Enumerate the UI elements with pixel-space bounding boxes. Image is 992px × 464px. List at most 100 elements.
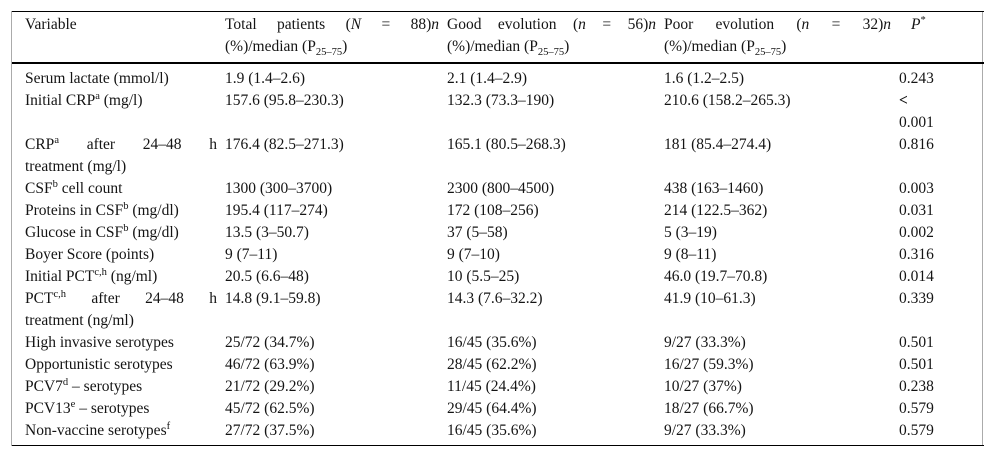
cell-line: 172 (108–256)	[447, 202, 539, 219]
cell-line: Serum lactate (mmol/l)	[25, 70, 169, 87]
cell-line: treatment (mg/l)	[25, 158, 127, 175]
cell-line: PCV7d – serotypes	[25, 376, 143, 395]
cell-line: 0.501	[899, 356, 934, 373]
table-row: Glucose in CSFb (mg/dl) 13.5 (3–50.7) 37 (…	[12, 222, 984, 244]
cell-line: 9/27 (33.3%)	[664, 422, 746, 439]
cell-poor-evolution: 210.6 (158.2–265.3)	[664, 90, 899, 134]
cell-good-evolution: 132.3 (73.3–190)	[447, 90, 664, 134]
cell-line: 14.8 (9.1–59.8)	[225, 290, 321, 307]
table-row: Non-vaccine serotypesf 27/72 (37.5%) 16/45…	[12, 420, 984, 446]
cell-variable: Initial PCTc,h (ng/ml)	[12, 266, 225, 288]
cell-line: 46.0 (19.7–70.8)	[664, 268, 768, 285]
cell-poor-evolution: 46.0 (19.7–70.8)	[664, 266, 899, 288]
cell-total-patients: 46/72 (63.9%)	[225, 354, 447, 376]
cell-line: CSFb cell count	[25, 178, 123, 197]
cell-line: 132.3 (73.3–190)	[447, 92, 555, 109]
cell-line: Total patients (N = 88)n	[225, 16, 439, 33]
cell-good-evolution: 9 (7–10)	[447, 244, 664, 266]
cell-good-evolution: 16/45 (35.6%)	[447, 332, 664, 354]
cell-line: 45/72 (62.5%)	[225, 400, 315, 417]
cell-line: 41.9 (10–61.3)	[664, 290, 756, 307]
cell-line: 0.238	[899, 378, 934, 395]
cell-line: 0.579	[899, 422, 934, 439]
cell-p-value: 0.238	[899, 376, 984, 398]
cell-line: 0.339	[899, 290, 934, 307]
cell-line: 0.501	[899, 334, 934, 351]
cell-good-evolution: 16/45 (35.6%)	[447, 420, 664, 446]
cell-total-patients: 25/72 (34.7%)	[225, 332, 447, 354]
cell-variable: Initial CRPa (mg/l)	[12, 90, 225, 134]
table-row: Initial CRPa (mg/l) 157.6 (95.8–230.3) 132…	[12, 90, 984, 134]
cell-line: 0.001	[899, 114, 934, 131]
column-header-p-value: P*	[899, 11, 984, 64]
cell-poor-evolution: 214 (122.5–362)	[664, 200, 899, 222]
cell-line: 438 (163–1460)	[664, 180, 764, 197]
cell-poor-evolution: 9/27 (33.3%)	[664, 332, 899, 354]
cell-line: Good evolution (n = 56)n	[447, 16, 656, 33]
cell-good-evolution: 2300 (800–4500)	[447, 178, 664, 200]
cell-poor-evolution: 438 (163–1460)	[664, 178, 899, 200]
cell-good-evolution: 2.1 (1.4–2.9)	[447, 63, 664, 90]
cell-good-evolution: 28/45 (62.2%)	[447, 354, 664, 376]
cell-line: treatment (ng/ml)	[25, 312, 134, 329]
results-table-frame: Variable Total patients (N = 88)n (%)/medi…	[11, 11, 984, 446]
cell-line: Initial CRPa (mg/l)	[25, 90, 143, 109]
cell-line: <	[899, 92, 908, 109]
cell-variable: Non-vaccine serotypesf	[12, 420, 225, 446]
cell-poor-evolution: 10/27 (37%)	[664, 376, 899, 398]
cell-line: 0.002	[899, 224, 934, 241]
column-header-total-patients: Total patients (N = 88)n (%)/median (P25–…	[225, 11, 447, 64]
cell-line: 25/72 (34.7%)	[225, 334, 315, 351]
cell-variable: Glucose in CSFb (mg/dl)	[12, 222, 225, 244]
table-row: Initial PCTc,h (ng/ml) 20.5 (6.6–48) 10 (5…	[12, 266, 984, 288]
cell-p-value: 0.501	[899, 332, 984, 354]
cell-line: Boyer Score (points)	[25, 246, 155, 263]
table-row: CRPa after 24–48 h treatment (mg/l) 176.4 …	[12, 134, 984, 178]
cell-line: 5 (3–19)	[664, 224, 717, 241]
cell-line: 29/45 (64.4%)	[447, 400, 537, 417]
cell-line: 27/72 (37.5%)	[225, 422, 315, 439]
cell-variable: PCTc,h after 24–48 h treatment (ng/ml)	[12, 288, 225, 332]
column-header-good-evolution: Good evolution (n = 56)n (%)/median (P25–…	[447, 11, 664, 64]
cell-line: (%)/median (P25–75)	[225, 38, 348, 59]
cell-line: PCTc,h after 24–48 h	[25, 288, 217, 307]
cell-p-value: 0.014	[899, 266, 984, 288]
cell-p-value: 0.816	[899, 134, 984, 178]
cell-poor-evolution: 18/27 (66.7%)	[664, 398, 899, 420]
cell-total-patients: 14.8 (9.1–59.8)	[225, 288, 447, 332]
cell-p-value: 0.579	[899, 420, 984, 446]
cell-total-patients: 1300 (300–3700)	[225, 178, 447, 200]
cell-line: Non-vaccine serotypesf	[25, 420, 171, 439]
cell-total-patients: 195.4 (117–274)	[225, 200, 447, 222]
cell-line: 2.1 (1.4–2.9)	[447, 70, 528, 87]
cell-poor-evolution: 41.9 (10–61.3)	[664, 288, 899, 332]
cell-p-value: 0.031	[899, 200, 984, 222]
cell-poor-evolution: 9 (8–11)	[664, 244, 899, 266]
cell-line: 214 (122.5–362)	[664, 202, 768, 219]
cell-line: 9 (8–11)	[664, 246, 717, 263]
cell-line: 9 (7–10)	[447, 246, 500, 263]
cell-line: 1.6 (1.2–2.5)	[664, 70, 745, 87]
cell-poor-evolution: 181 (85.4–274.4)	[664, 134, 899, 178]
cell-line: 176.4 (82.5–271.3)	[225, 136, 344, 153]
cell-line: 0.243	[899, 70, 934, 87]
cell-p-value: <0.001	[899, 90, 984, 134]
cell-poor-evolution: 16/27 (59.3%)	[664, 354, 899, 376]
cell-good-evolution: 10 (5.5–25)	[447, 266, 664, 288]
table-row: Opportunistic serotypes 46/72 (63.9%) 28/4…	[12, 354, 984, 376]
cell-line: 9/27 (33.3%)	[664, 334, 746, 351]
cell-p-value: 0.316	[899, 244, 984, 266]
cell-line: CRPa after 24–48 h	[25, 134, 217, 153]
cell-total-patients: 176.4 (82.5–271.3)	[225, 134, 447, 178]
cell-line: 9 (7–11)	[225, 246, 278, 263]
cell-line: Glucose in CSFb (mg/dl)	[25, 222, 179, 241]
cell-good-evolution: 172 (108–256)	[447, 200, 664, 222]
cell-line: Poor evolution (n = 32)n	[664, 16, 891, 33]
table-row: PCV13e – serotypes 45/72 (62.5%) 29/45 (64…	[12, 398, 984, 420]
column-header-variable: Variable	[12, 11, 225, 64]
cell-line: PCV13e – serotypes	[25, 398, 150, 417]
cell-p-value: 0.002	[899, 222, 984, 244]
cell-poor-evolution: 1.6 (1.2–2.5)	[664, 63, 899, 90]
cell-line: Opportunistic serotypes	[25, 356, 173, 373]
cell-line: 28/45 (62.2%)	[447, 356, 537, 373]
